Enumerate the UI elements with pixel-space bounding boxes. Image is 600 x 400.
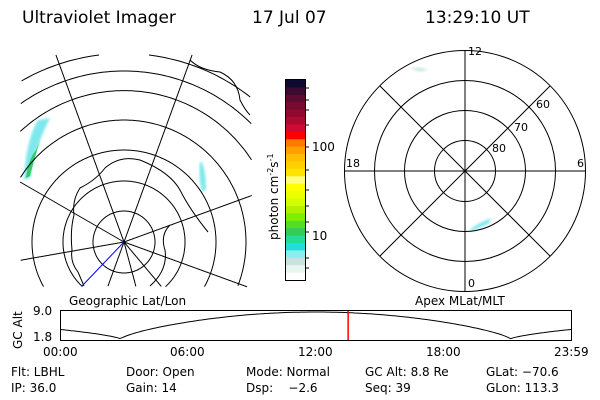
altitude-tick-min: 1.8 <box>33 330 53 344</box>
colorbar-band <box>286 235 305 244</box>
meridian-line <box>107 241 125 287</box>
altitude-plot-frame <box>60 310 572 341</box>
colorbar-band <box>286 183 305 192</box>
mlt-label-0: 0 <box>468 277 475 290</box>
mode-info: Mode: Normal <box>246 365 330 379</box>
colorbar-band <box>286 272 305 281</box>
apex-polar-map <box>344 50 586 292</box>
colorbar-band <box>286 146 305 155</box>
latitude-circle <box>31 149 217 287</box>
colorbar-band <box>286 205 305 214</box>
aurora-patch <box>410 67 428 72</box>
colorbar-band <box>286 250 305 259</box>
meridian-line <box>123 54 193 243</box>
gain-info: Gain: 14 <box>126 381 177 395</box>
colorbar-band <box>286 80 305 88</box>
meridian-line <box>123 241 248 288</box>
instrument-title: Ultraviolet Imager <box>22 8 176 28</box>
ip-info: IP: 36.0 <box>11 381 57 395</box>
meridian-line <box>19 181 125 243</box>
colorbar-band <box>286 191 305 200</box>
colorbar-band <box>286 102 305 111</box>
mlt-label-12: 12 <box>468 45 482 58</box>
coastline <box>189 59 251 116</box>
colorbar-band <box>286 139 305 148</box>
sun-direction-line <box>81 241 125 287</box>
altitude-axis-label: GC Alt <box>11 311 25 349</box>
latitude-circle <box>62 180 186 287</box>
colorbar-band <box>286 117 305 125</box>
colorbar-frame <box>285 79 306 281</box>
latitude-circle <box>20 119 247 286</box>
aurora-patch <box>199 162 206 192</box>
colorbar-band <box>286 87 305 96</box>
colorbar-band <box>286 168 305 177</box>
colorbar-band <box>286 124 305 133</box>
colorbar-band <box>286 265 305 274</box>
mlt-label-6: 6 <box>577 157 584 170</box>
geographic-map <box>19 54 252 288</box>
colorbar-tick-100: 100 <box>312 140 335 154</box>
dsp-info: Dsp: −2.6 <box>246 381 318 395</box>
time-tick: 18:00 <box>426 345 461 359</box>
aurora-patch <box>470 218 492 232</box>
meridian-line <box>20 241 125 261</box>
meridian-line <box>123 241 162 287</box>
colorbar-band <box>286 131 305 140</box>
colorbar-band <box>286 161 305 170</box>
colorbar-band <box>286 228 305 237</box>
latitude-circle <box>92 210 156 274</box>
door-info: Door: Open <box>126 365 195 379</box>
mlt-label-18: 18 <box>346 157 360 170</box>
colorbar-band <box>286 220 305 229</box>
time-label: 13:29:10 UT <box>425 8 530 28</box>
colorbar <box>286 80 305 281</box>
date-label: 17 Jul 07 <box>252 8 327 28</box>
colorbar-band <box>286 198 305 207</box>
colorbar-unit-label: photon cm-2s-1 <box>266 153 281 240</box>
colorbar-band <box>286 257 305 266</box>
colorbar-band <box>286 213 305 222</box>
gc-alt-info: GC Alt: 8.8 Re <box>365 365 449 379</box>
glat-info: GLat: −70.6 <box>486 365 559 379</box>
aurora-patch <box>26 140 40 178</box>
colorbar-band <box>286 154 305 162</box>
colorbar-tick-10: 10 <box>312 229 328 243</box>
filter-info: Flt: LBHL <box>11 365 65 379</box>
time-tick: 00:00 <box>43 345 78 359</box>
left-map-label: Geographic Lat/Lon <box>69 294 187 308</box>
meridian-line <box>123 241 137 287</box>
seq-info: Seq: 39 <box>365 381 411 395</box>
meridian-line <box>55 54 125 243</box>
colorbar-band <box>286 176 305 185</box>
glon-info: GLon: 113.3 <box>486 381 559 395</box>
colorbar-band <box>286 94 305 103</box>
mlat-label-70: 70 <box>514 121 528 134</box>
time-tick: 06:00 <box>170 345 205 359</box>
mlat-label-80: 80 <box>492 142 506 155</box>
colorbar-band <box>286 109 305 118</box>
altitude-curve <box>60 311 573 340</box>
altitude-tick-max: 9.0 <box>33 304 53 318</box>
time-tick: 12:00 <box>298 345 333 359</box>
latitude-circle <box>20 70 252 125</box>
time-tick: 23:59 <box>554 345 589 359</box>
right-map-label: Apex MLat/MLT <box>415 294 505 308</box>
latitude-circle <box>19 90 252 161</box>
mlt-diagonal-line <box>379 85 551 257</box>
mlat-label-60: 60 <box>536 98 550 111</box>
coastline <box>70 158 209 287</box>
meridian-line <box>123 195 252 243</box>
colorbar-band <box>286 242 305 251</box>
